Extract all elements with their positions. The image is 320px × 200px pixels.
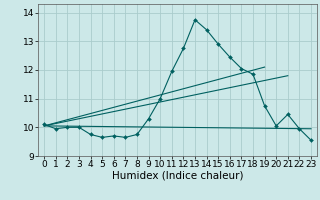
X-axis label: Humidex (Indice chaleur): Humidex (Indice chaleur) — [112, 171, 243, 181]
